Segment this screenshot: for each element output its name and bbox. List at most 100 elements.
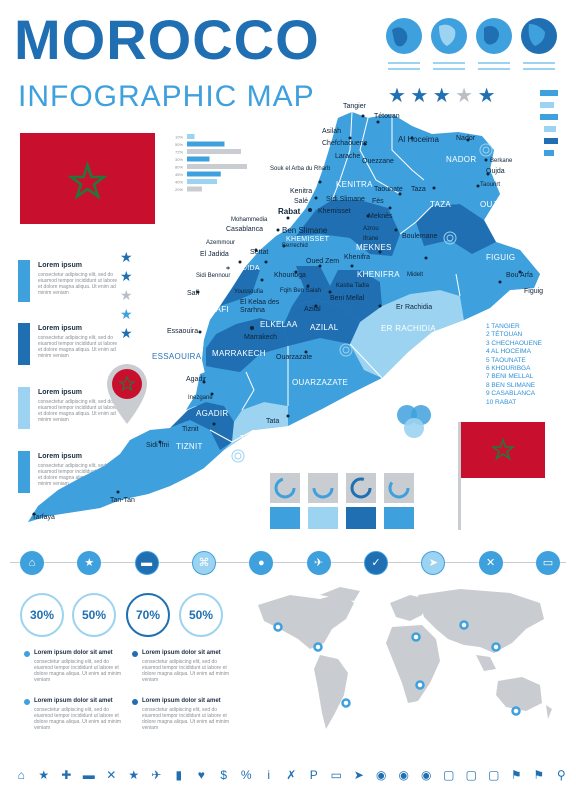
chat-icon[interactable]: ▢ <box>465 768 477 782</box>
car-icon[interactable]: ▬ <box>134 551 159 575</box>
region-label: NADOR <box>446 155 477 164</box>
morocco-map <box>28 111 540 522</box>
region-er-rachidia <box>350 290 464 378</box>
list-item: 10 RABAT <box>486 398 517 406</box>
city-label: Azilal <box>304 306 321 313</box>
morocco-flag <box>20 133 155 224</box>
city-label: Al Hoceima <box>398 135 439 144</box>
flag-icon[interactable]: ⚑ <box>510 768 522 782</box>
restaurant-icon[interactable]: ✗ <box>286 768 297 782</box>
city-label: Chefchaouene <box>322 140 368 147</box>
pin-icon[interactable]: ◉ <box>398 768 409 782</box>
info-text: consectetur adipiscing elit, sed do eius… <box>34 659 121 683</box>
region-settat <box>252 258 304 306</box>
star-icon[interactable]: ★ <box>77 551 102 575</box>
pin-icon[interactable]: ◉ <box>376 768 387 782</box>
city-label: Inezgane <box>188 395 213 401</box>
percent-circle: 50% <box>179 593 223 637</box>
city-label: Sidi Bennour <box>196 273 231 279</box>
percent-circle: 70% <box>126 593 170 637</box>
map-pin-icon[interactable]: ● <box>249 551 274 575</box>
navigation-icon[interactable]: ➤ <box>353 768 364 782</box>
city-label: Kenitra <box>290 188 313 195</box>
city-label: Larache <box>335 153 361 160</box>
city-label: Safi <box>187 290 200 297</box>
check-icon[interactable]: ✓ <box>363 551 388 575</box>
region-meknes <box>360 254 412 306</box>
fuel-icon[interactable]: ▮ <box>175 768 183 782</box>
city-label: Asilah <box>322 128 342 135</box>
close-icon[interactable]: ✕ <box>106 768 117 782</box>
home-icon[interactable]: ⌂ <box>20 551 44 575</box>
pentagram-icon <box>67 161 108 200</box>
bar <box>187 164 247 169</box>
region-tan-tan <box>28 420 220 522</box>
legend-text: consectetur adipiscing elit, sed do eius… <box>38 272 118 296</box>
map-pin-flag-icon <box>107 364 147 424</box>
city-label: Khouribga <box>274 272 306 279</box>
pin-icon[interactable]: ◉ <box>421 768 432 782</box>
star-icon: ★ <box>477 85 496 107</box>
heart-icon[interactable]: ♥ <box>197 768 205 782</box>
region-label: AGADIR <box>196 409 229 418</box>
legend-title: Lorem ipsum <box>38 389 82 396</box>
globe-icon <box>431 18 467 70</box>
plus-icon[interactable]: ✚ <box>61 768 72 782</box>
region-label: OUJDA <box>480 200 509 209</box>
region-label: KHENIFRA <box>357 270 400 279</box>
city-label: Tiznit <box>182 426 199 433</box>
city-label: Souk el Arba du Rharb <box>270 166 331 172</box>
bar-chart: 10% 50% 72% 30% 80% 45% 40% 20% <box>175 134 247 192</box>
home-icon[interactable]: ⌂ <box>17 768 25 782</box>
bullet-icon <box>132 699 138 705</box>
star-icon: ★ <box>455 85 474 107</box>
info-title: Lorem ipsum dolor sit amet <box>34 650 113 656</box>
chat-icon[interactable]: ▢ <box>488 768 500 782</box>
region-label: TIZNIT <box>176 442 203 451</box>
region-label: MEKNES <box>356 243 392 252</box>
bar <box>187 134 195 139</box>
command-icon[interactable]: ⌘ <box>191 551 216 575</box>
star-icon: ★ <box>120 268 133 284</box>
page-subtitle: INFOGRAPHIC MAP <box>18 80 315 113</box>
percent-circle: 50% <box>72 593 116 637</box>
airplane-icon[interactable]: ✈ <box>151 768 162 782</box>
city-label: Tétouan <box>374 113 400 120</box>
bar <box>187 141 225 147</box>
percent-icon[interactable]: % <box>240 768 252 782</box>
page-title: MOROCCO <box>14 8 320 71</box>
list-item: 6 KHOURIBGA <box>486 365 531 373</box>
dollar-icon[interactable]: $ <box>220 768 228 782</box>
region-taza <box>416 204 496 254</box>
region-label: ELKELAA <box>260 320 298 329</box>
city-label: Berkane <box>490 158 513 164</box>
city-label: Tarfaya <box>32 514 55 521</box>
search-icon[interactable]: ⚲ <box>556 768 566 782</box>
car-icon[interactable]: ▬ <box>82 768 95 782</box>
bed-icon[interactable]: ▭ <box>535 551 560 575</box>
bullet-icon <box>24 651 30 657</box>
bar-label: 10% <box>175 135 183 140</box>
city-label: Settat <box>250 249 269 256</box>
bullet-icon <box>132 651 138 657</box>
flag-icon[interactable]: ⚑ <box>533 768 545 782</box>
airplane-icon[interactable]: ✈ <box>306 551 331 575</box>
bar-label: 45% <box>175 172 183 177</box>
city-label: Berrechid <box>282 243 308 249</box>
city-label: Kasba Tadla <box>336 283 369 289</box>
parking-icon[interactable]: P <box>309 768 318 782</box>
bed-icon[interactable]: ▭ <box>330 768 342 782</box>
star-icon[interactable]: ★ <box>38 768 50 782</box>
navigation-icon[interactable]: ➤ <box>421 551 446 575</box>
city-label: Casablanca <box>226 226 263 233</box>
map-marker-icon <box>341 698 351 708</box>
bar <box>187 149 241 154</box>
star-icon[interactable]: ★ <box>128 768 140 782</box>
city-label: Youssoufia <box>234 289 264 295</box>
restaurant-icon[interactable]: ✕ <box>478 551 503 575</box>
city-label: Fès <box>372 198 384 205</box>
legend-text: consectetur adipiscing elit, sed do eius… <box>38 463 118 487</box>
chat-icon[interactable]: ▢ <box>443 768 455 782</box>
info-icon[interactable]: i <box>267 768 271 782</box>
legend-title: Lorem ipsum <box>38 453 82 460</box>
